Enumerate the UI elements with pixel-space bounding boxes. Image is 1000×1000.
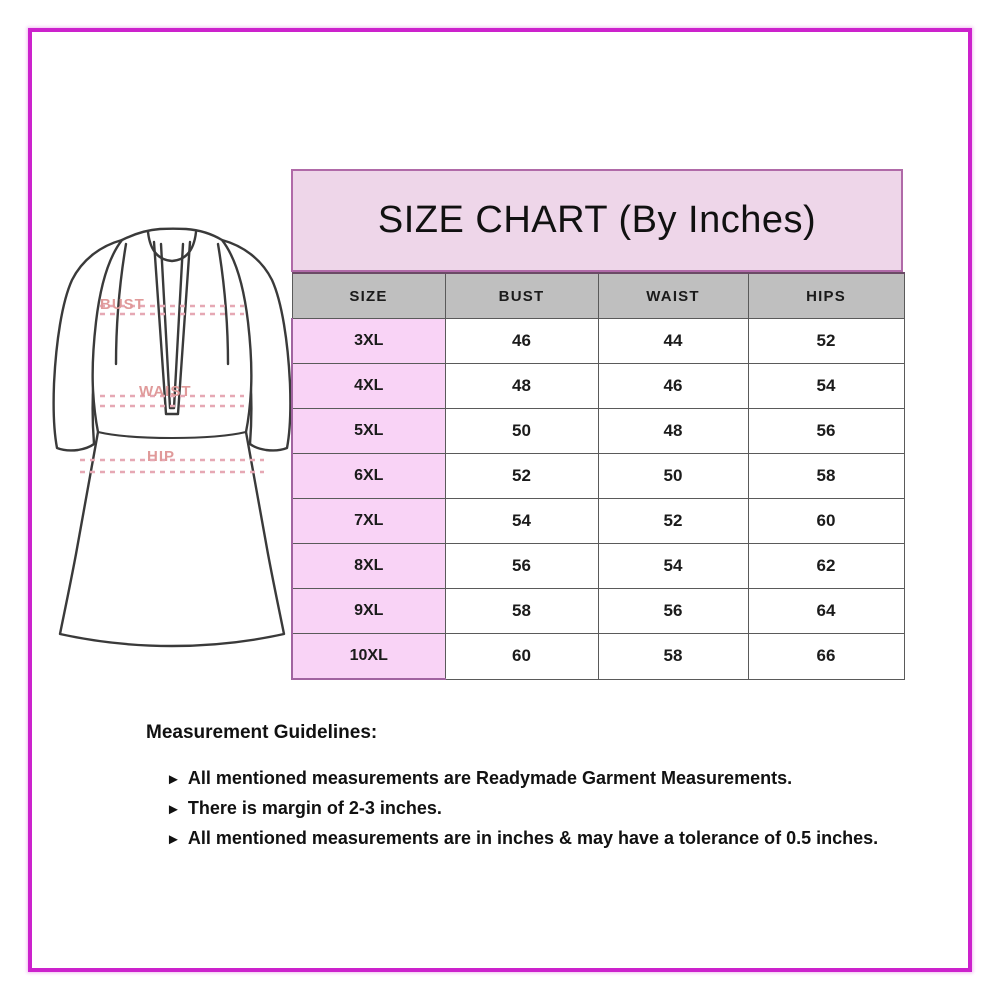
triangle-right-icon: ► bbox=[166, 771, 181, 788]
cell-hips: 58 bbox=[747, 453, 905, 499]
left-armhole-seam bbox=[114, 242, 128, 366]
column-header-bust: BUST bbox=[444, 272, 599, 319]
cell-waist: 56 bbox=[597, 588, 749, 634]
cell-bust: 52 bbox=[444, 453, 599, 499]
guideline-item: ► There is margin of 2-3 inches. bbox=[166, 798, 906, 819]
table-header-row: SIZE BUST WAIST HIPS bbox=[291, 272, 905, 319]
table-row: 5XL 50 48 56 bbox=[291, 408, 905, 454]
cell-hips: 66 bbox=[747, 633, 905, 680]
cell-bust: 48 bbox=[444, 363, 599, 409]
cell-waist: 48 bbox=[597, 408, 749, 454]
table-row: 9XL 58 56 64 bbox=[291, 588, 905, 634]
placket-outer bbox=[152, 240, 192, 416]
cell-waist: 50 bbox=[597, 453, 749, 499]
cell-bust: 46 bbox=[444, 318, 599, 364]
size-chart-table: SIZE BUST WAIST HIPS 3XL 46 44 52 4XL 48… bbox=[291, 272, 905, 680]
cell-waist: 46 bbox=[597, 363, 749, 409]
cell-size: 7XL bbox=[291, 498, 446, 544]
guideline-text: All mentioned measurements are in inches… bbox=[187, 828, 879, 848]
cell-size: 8XL bbox=[291, 543, 446, 589]
cell-size: 9XL bbox=[291, 588, 446, 634]
table-row: 10XL 60 58 66 bbox=[291, 633, 905, 680]
cell-bust: 56 bbox=[444, 543, 599, 589]
hip-measurement-label: HIP bbox=[147, 448, 176, 465]
column-header-waist: WAIST bbox=[597, 272, 749, 319]
kurti-outline-svg bbox=[52, 227, 292, 648]
measurement-dashed-lines bbox=[80, 304, 264, 474]
table-row: 8XL 56 54 62 bbox=[291, 543, 905, 589]
measurement-guidelines-block: Measurement Guidelines: ► All mentioned … bbox=[146, 722, 906, 858]
guideline-text: There is margin of 2-3 inches. bbox=[187, 798, 442, 818]
cell-size: 5XL bbox=[291, 408, 446, 454]
placket-inner bbox=[159, 242, 185, 410]
waist-measurement-label: WAIST bbox=[139, 383, 192, 400]
size-chart-title: SIZE CHART (By Inches) bbox=[377, 199, 817, 241]
cell-bust: 54 bbox=[444, 498, 599, 544]
table-row: 7XL 54 52 60 bbox=[291, 498, 905, 544]
neckline bbox=[146, 230, 198, 263]
cell-hips: 64 bbox=[747, 588, 905, 634]
cell-hips: 54 bbox=[747, 363, 905, 409]
column-header-hips: HIPS bbox=[747, 272, 905, 319]
guidelines-heading: Measurement Guidelines: bbox=[146, 722, 378, 743]
cell-hips: 60 bbox=[747, 498, 905, 544]
table-row: 4XL 48 46 54 bbox=[291, 363, 905, 409]
triangle-right-icon: ► bbox=[166, 801, 181, 818]
column-header-size: SIZE bbox=[291, 272, 446, 319]
cell-hips: 62 bbox=[747, 543, 905, 589]
guideline-item: ► All mentioned measurements are Readyma… bbox=[166, 768, 906, 789]
table-row: 6XL 52 50 58 bbox=[291, 453, 905, 499]
cell-waist: 52 bbox=[597, 498, 749, 544]
cell-bust: 58 bbox=[444, 588, 599, 634]
cell-waist: 58 bbox=[597, 633, 749, 680]
guideline-text: All mentioned measurements are Readymade… bbox=[187, 768, 793, 788]
cell-waist: 54 bbox=[597, 543, 749, 589]
table-row: 3XL 46 44 52 bbox=[291, 318, 905, 364]
cell-size: 10XL bbox=[291, 633, 446, 680]
size-chart-block: SIZE CHART (By Inches) SIZE BUST WAIST H… bbox=[291, 169, 905, 680]
triangle-right-icon: ► bbox=[166, 831, 181, 848]
cell-hips: 56 bbox=[747, 408, 905, 454]
cell-size: 4XL bbox=[291, 363, 446, 409]
right-armhole-seam bbox=[216, 242, 230, 366]
guideline-item: ► All mentioned measurements are in inch… bbox=[166, 828, 906, 849]
bust-measurement-label: BUST bbox=[100, 296, 145, 313]
waist-seam bbox=[97, 431, 247, 439]
cell-size: 3XL bbox=[291, 318, 446, 364]
cell-bust: 50 bbox=[444, 408, 599, 454]
cell-bust: 60 bbox=[444, 633, 599, 680]
garment-illustration bbox=[48, 218, 296, 664]
cell-waist: 44 bbox=[597, 318, 749, 364]
decorative-outer-border bbox=[28, 28, 972, 972]
cell-size: 6XL bbox=[291, 453, 446, 499]
size-chart-title-band: SIZE CHART (By Inches) bbox=[291, 169, 903, 272]
cell-hips: 52 bbox=[747, 318, 905, 364]
